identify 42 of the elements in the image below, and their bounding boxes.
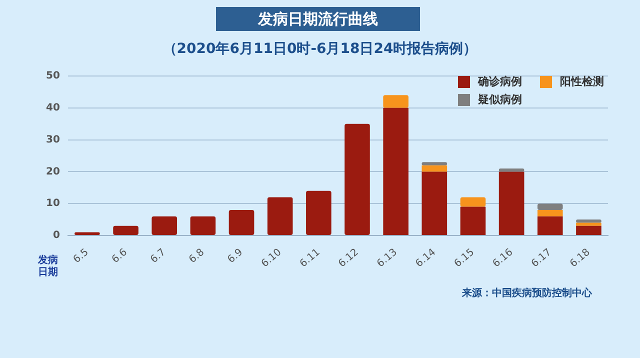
x-tick-label: 6.6 — [110, 246, 130, 266]
bar — [537, 216, 563, 235]
y-tick-label: 50 — [46, 70, 60, 82]
legend-label: 阳性检测 — [559, 74, 604, 89]
bar — [460, 197, 486, 207]
bar — [537, 210, 563, 216]
bar — [498, 168, 524, 172]
x-tick-label: 6.7 — [148, 246, 168, 266]
bar — [576, 226, 602, 235]
bar — [576, 222, 602, 226]
bar — [383, 95, 408, 108]
bar — [422, 162, 448, 166]
bar — [344, 124, 370, 235]
bar — [537, 204, 563, 210]
bar — [422, 172, 448, 235]
x-tick-label: 6.9 — [226, 246, 246, 266]
bar — [152, 216, 178, 235]
bar — [228, 210, 254, 235]
x-tick-label: 6.11 — [298, 246, 322, 270]
bar — [113, 226, 138, 235]
bar — [576, 220, 602, 223]
x-axis-title: 发病日期 — [38, 255, 59, 279]
source-note: 来源：中国疾病预防控制中心 — [462, 286, 592, 300]
bar — [190, 216, 216, 235]
y-tick-label: 20 — [46, 166, 60, 178]
x-tick-label: 6.5 — [72, 246, 91, 266]
bar — [306, 190, 332, 235]
bar — [383, 108, 408, 235]
y-tick-label: 10 — [46, 198, 60, 210]
bar — [460, 206, 486, 235]
bar — [267, 197, 293, 235]
y-tick-label: 30 — [46, 134, 60, 146]
y-tick-label: 40 — [46, 102, 60, 114]
chart-subtitle: （2020年6月11日0时-6月18日24时报告病例） — [162, 40, 478, 58]
bar — [74, 232, 100, 235]
x-tick-label: 6.8 — [187, 246, 207, 266]
legend-label: 确诊病例 — [476, 74, 522, 89]
chart-title: 发病日期流行曲线 — [216, 7, 420, 31]
y-tick-label: 0 — [52, 230, 60, 242]
legend-label: 疑似病例 — [477, 92, 522, 107]
bar — [498, 172, 524, 235]
bar — [422, 165, 448, 172]
